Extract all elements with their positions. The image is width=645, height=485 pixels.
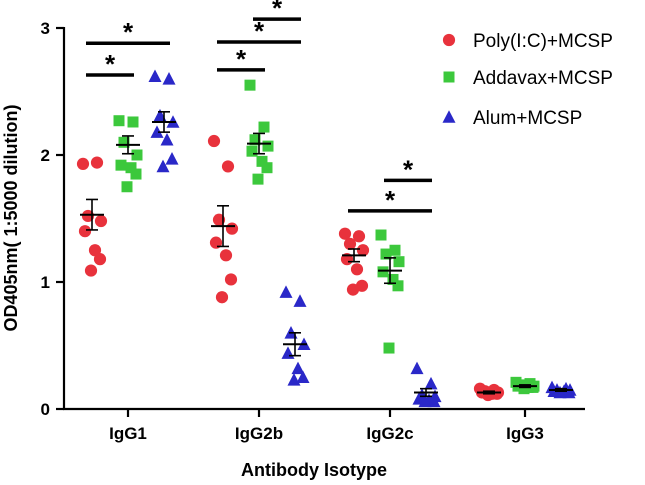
data-point [262,140,274,152]
data-point [148,69,162,83]
data-point [252,173,264,185]
data-point [76,157,90,170]
data-point [81,209,95,223]
data-point [258,121,270,133]
data-point [291,361,305,375]
data-point [165,152,179,165]
x-tick-label: IgG2c [366,424,413,443]
data-point [125,162,137,174]
data-point [78,225,92,238]
y-tick-label: 1 [41,273,50,292]
data-point [215,291,229,304]
data-point [160,132,174,146]
data-point [94,214,108,228]
legend-marker [443,71,455,83]
data-point [113,115,125,127]
data-point [224,273,238,286]
data-point [90,156,104,169]
data-point [350,263,364,276]
data-point [410,361,424,375]
data-point [244,79,256,91]
data-point [256,155,268,167]
data-point [131,149,143,161]
legend-label: Addavax+MCSP [473,68,613,89]
data-point [127,116,139,128]
data-point [375,229,387,241]
data-point [343,237,357,250]
data-point [219,249,233,262]
data-point [162,72,176,85]
data-point [380,248,392,260]
significance-star: * [123,17,134,47]
data-point [121,181,133,193]
legend-label: Poly(I:C)+MCSP [473,31,613,52]
data-point [338,227,352,240]
data-point [246,145,258,157]
significance-star: * [236,44,247,74]
data-point [562,385,576,399]
data-point [207,134,221,148]
data-point [249,134,261,146]
data-point [93,253,107,266]
y-axis-title: OD405nm( 1:5000 dilution) [1,104,21,331]
data-point [261,162,273,174]
data-point [393,256,405,268]
data-point [287,373,301,386]
data-point [389,244,401,256]
x-axis-title: Antibody Isotype [241,460,387,480]
data-point [84,264,98,277]
significance-star: * [385,185,396,215]
data-point [518,383,530,395]
data-point [418,394,432,408]
legend: Poly(I:C)+MCSP Addavax+MCSP Alum+MCSP [442,31,613,129]
legend-label: Alum+MCSP [473,108,582,129]
legend-marker [442,110,456,123]
data-point [387,273,399,285]
data-point [212,213,226,226]
data-point [527,381,539,393]
data-point [115,159,127,171]
data-point [221,160,235,173]
data-point [427,394,441,408]
data-point [296,370,310,384]
data-point [150,125,164,138]
data-point [281,346,295,359]
significance-star: * [105,49,116,79]
data-point [424,376,438,390]
data-point [156,159,170,173]
data-point [130,168,142,180]
data-point [88,244,102,257]
data-point [356,244,370,257]
data-point [279,285,293,298]
y-tick-label: 0 [41,400,50,419]
data-point [293,294,307,307]
data-point [118,136,130,148]
data-point [377,266,389,278]
x-tick-label: IgG3 [506,424,544,443]
significance-star: * [254,16,265,46]
data-point [383,342,395,354]
y-tick-label: 2 [41,146,50,165]
y-tick-label: 3 [41,19,50,38]
data-point [352,230,366,243]
legend-marker [442,33,456,47]
x-tick-label: IgG2b [235,424,283,443]
data-point [225,222,239,235]
data-point [392,280,404,292]
significance-star: * [272,0,283,23]
x-tick-label: IgG1 [109,424,147,443]
significance-star: * [403,154,414,184]
data-point [346,283,360,296]
